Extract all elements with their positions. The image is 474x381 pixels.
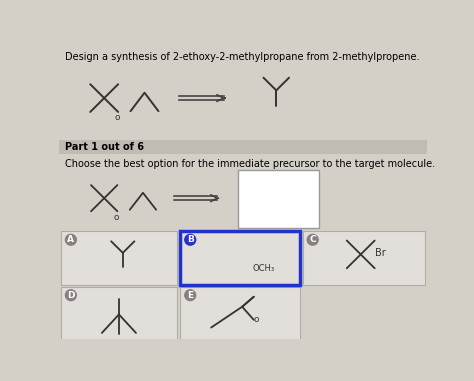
Text: o: o bbox=[254, 315, 259, 324]
Text: D: D bbox=[67, 291, 74, 300]
Bar bbox=[61, 231, 177, 285]
Bar bbox=[59, 141, 427, 154]
Circle shape bbox=[65, 234, 76, 245]
Text: Choose the best option for the immediate precursor to the target molecule.: Choose the best option for the immediate… bbox=[64, 159, 435, 169]
Circle shape bbox=[65, 290, 76, 301]
Bar bbox=[237, 170, 319, 228]
Bar bbox=[302, 231, 425, 285]
Text: o: o bbox=[115, 114, 120, 122]
Text: E: E bbox=[187, 291, 193, 300]
Text: o: o bbox=[114, 213, 119, 222]
Circle shape bbox=[185, 290, 196, 301]
Text: Part 1 out of 6: Part 1 out of 6 bbox=[64, 142, 144, 152]
Bar bbox=[61, 287, 177, 341]
Text: B: B bbox=[187, 235, 194, 244]
Text: Design a synthesis of 2-ethoxy-2-methylpropane from 2-methylpropene.: Design a synthesis of 2-ethoxy-2-methylp… bbox=[64, 52, 419, 62]
Text: Br: Br bbox=[374, 248, 385, 258]
Circle shape bbox=[307, 234, 318, 245]
Bar bbox=[180, 231, 300, 285]
Text: C: C bbox=[310, 235, 316, 244]
Bar bbox=[59, 154, 427, 231]
Text: A: A bbox=[67, 235, 74, 244]
Text: OCH₃: OCH₃ bbox=[252, 264, 274, 273]
Bar bbox=[180, 287, 300, 341]
Circle shape bbox=[185, 234, 196, 245]
Bar bbox=[59, 46, 427, 144]
